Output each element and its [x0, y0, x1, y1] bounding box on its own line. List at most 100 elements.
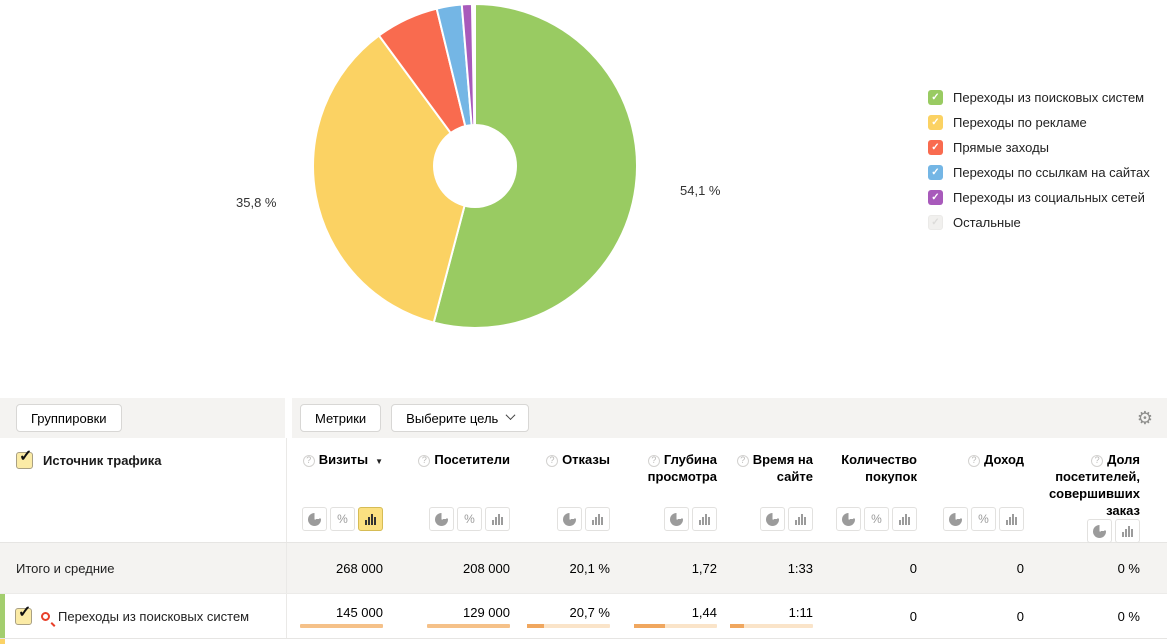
value-histogram-bar	[300, 623, 383, 628]
table-row-partial[interactable]	[0, 638, 1167, 644]
view-mode-pie-icon[interactable]	[557, 507, 582, 531]
legend-item-label: Переходы из поисковых систем	[953, 90, 1145, 105]
value-histogram-bar	[634, 623, 717, 628]
source-column-header: ✓ Источник трафика	[0, 438, 287, 542]
legend-checkbox-icon[interactable]: ✓	[928, 115, 943, 130]
pie-slice-percentage-label: 35,8 %	[236, 195, 277, 210]
table-header: ✓ Источник трафика ? Визиты ▼% ? Посетители%…	[0, 438, 1167, 543]
traffic-sources-chart-area: 54,1 % 35,8 % ✓ Переходы из поисковых сист…	[0, 0, 1167, 398]
metric-header-label[interactable]: Количество покупок	[841, 452, 917, 484]
help-question-icon[interactable]: ?	[968, 454, 981, 467]
view-mode-pie-icon[interactable]	[836, 507, 861, 531]
row-label: Переходы из поисковых систем	[58, 608, 250, 624]
legend-item[interactable]: ✓ Переходы по рекламе	[928, 115, 1150, 130]
view-mode-bars-icon[interactable]	[485, 507, 510, 531]
view-mode-bars-icon[interactable]	[358, 507, 383, 531]
view-mode-bars-icon[interactable]	[692, 507, 717, 531]
help-question-icon[interactable]: ?	[418, 454, 431, 467]
traffic-pie-chart[interactable]	[0, 0, 1167, 398]
view-mode-switcher	[510, 507, 610, 531]
help-question-icon[interactable]: ?	[736, 454, 749, 467]
view-mode-bars-icon[interactable]	[788, 507, 813, 531]
metrics-button[interactable]: Метрики	[300, 404, 382, 432]
help-question-icon[interactable]: ?	[1091, 454, 1104, 467]
view-mode-bars-icon[interactable]	[585, 507, 610, 531]
metric-column-header: ? Глубина просмотра	[610, 438, 717, 542]
toolbar-right: Метрики Выберите цель ⚙	[292, 398, 1167, 438]
legend-item[interactable]: ✓ Переходы из поисковых систем	[928, 90, 1150, 105]
groupings-button[interactable]: Группировки	[16, 404, 122, 432]
search-magnifier-icon	[41, 611, 50, 621]
sort-descending-icon: ▼	[375, 457, 383, 466]
row-value: 0	[909, 608, 917, 624]
toolbar-divider	[285, 398, 292, 438]
totals-value: 208 000	[463, 560, 510, 576]
choose-goal-button[interactable]: Выберите цель	[391, 404, 530, 432]
totals-value: 20,1 %	[569, 560, 610, 576]
view-mode-percent-icon[interactable]: %	[457, 507, 482, 531]
legend-item-label: Переходы по рекламе	[953, 115, 1087, 130]
help-question-icon[interactable]: ?	[546, 454, 559, 467]
metric-header-label[interactable]: ? Время на сайте	[717, 451, 813, 485]
legend-checkbox-icon[interactable]: ✓	[928, 165, 943, 180]
legend-item-label: Прямые заходы	[953, 140, 1050, 155]
row-value: 0	[1016, 608, 1024, 624]
view-mode-percent-icon[interactable]: %	[971, 507, 996, 531]
toolbar-left: Группировки	[0, 398, 285, 438]
view-mode-switcher	[1024, 519, 1140, 543]
legend-item-label: Переходы по ссылкам на сайтах	[953, 165, 1150, 180]
metric-header-label[interactable]: ? Посетители	[383, 451, 510, 468]
choose-goal-label: Выберите цель	[406, 410, 499, 426]
totals-value: 0	[909, 560, 917, 576]
metric-header-label[interactable]: ? Доля посетителей, совершивших заказ	[1048, 452, 1140, 518]
pie-slice[interactable]	[432, 2, 638, 329]
legend-item-label: Остальные	[953, 215, 1021, 230]
metric-header-label[interactable]: ? Глубина просмотра	[647, 452, 717, 484]
view-mode-pie-icon[interactable]	[1087, 519, 1112, 543]
view-mode-pie-icon[interactable]	[664, 507, 689, 531]
view-mode-bars-icon[interactable]	[1115, 519, 1140, 543]
legend-checkbox-icon[interactable]: ✓	[928, 90, 943, 105]
chart-legend: ✓ Переходы из поисковых систем ✓ Переходы п…	[928, 90, 1150, 240]
help-question-icon[interactable]: ?	[647, 454, 660, 467]
legend-item[interactable]: ✓ Переходы по ссылкам на сайтах	[928, 165, 1150, 180]
metric-header-label[interactable]: ? Визиты ▼	[287, 451, 383, 470]
row-color-stripe	[0, 594, 5, 638]
legend-item[interactable]: ✓ Остальные	[928, 215, 1150, 230]
view-mode-percent-icon[interactable]: %	[330, 507, 355, 531]
view-mode-percent-icon[interactable]: %	[864, 507, 889, 531]
view-mode-pie-icon[interactable]	[943, 507, 968, 531]
help-question-icon[interactable]: ?	[302, 454, 315, 467]
totals-value: 1,72	[691, 560, 717, 576]
select-all-checkbox[interactable]: ✓	[16, 448, 33, 469]
metric-header-label[interactable]: ? Доход	[917, 451, 1024, 468]
settings-gear-icon[interactable]: ⚙	[1136, 408, 1153, 428]
totals-row: Итого и средние 268 000 208 000 20,1 % 1,72…	[0, 542, 1167, 593]
view-mode-switcher	[610, 507, 717, 531]
pie-slice[interactable]	[312, 34, 477, 324]
metric-column-header: ? Отказы	[510, 438, 610, 542]
table-row[interactable]: ✓ Переходы из поисковых систем 145 000 12…	[0, 593, 1167, 638]
source-header-label: Источник трафика	[43, 453, 162, 468]
row-checkbox[interactable]: ✓	[15, 604, 32, 625]
view-mode-pie-icon[interactable]	[760, 507, 785, 531]
row-value: 20,7 %	[510, 594, 610, 638]
view-mode-bars-icon[interactable]	[999, 507, 1024, 531]
legend-checkbox-icon[interactable]: ✓	[928, 190, 943, 205]
legend-checkbox-icon[interactable]: ✓	[928, 215, 943, 230]
view-mode-switcher: %	[287, 507, 383, 531]
legend-checkbox-icon[interactable]: ✓	[928, 140, 943, 155]
legend-item[interactable]: ✓ Прямые заходы	[928, 140, 1150, 155]
view-mode-bars-icon[interactable]	[892, 507, 917, 531]
totals-label: Итого и средние	[0, 543, 287, 593]
metric-header-label[interactable]: ? Отказы	[510, 451, 610, 468]
row-color-stripe	[0, 639, 5, 644]
view-mode-pie-icon[interactable]	[302, 507, 327, 531]
chevron-down-icon	[505, 410, 516, 421]
value-histogram-bar	[427, 623, 510, 628]
view-mode-switcher: %	[917, 507, 1024, 531]
legend-item[interactable]: ✓ Переходы из социальных сетей	[928, 190, 1150, 205]
row-value: 129 000	[383, 594, 510, 638]
metric-column-header: ? Доход%	[917, 438, 1024, 542]
view-mode-pie-icon[interactable]	[429, 507, 454, 531]
